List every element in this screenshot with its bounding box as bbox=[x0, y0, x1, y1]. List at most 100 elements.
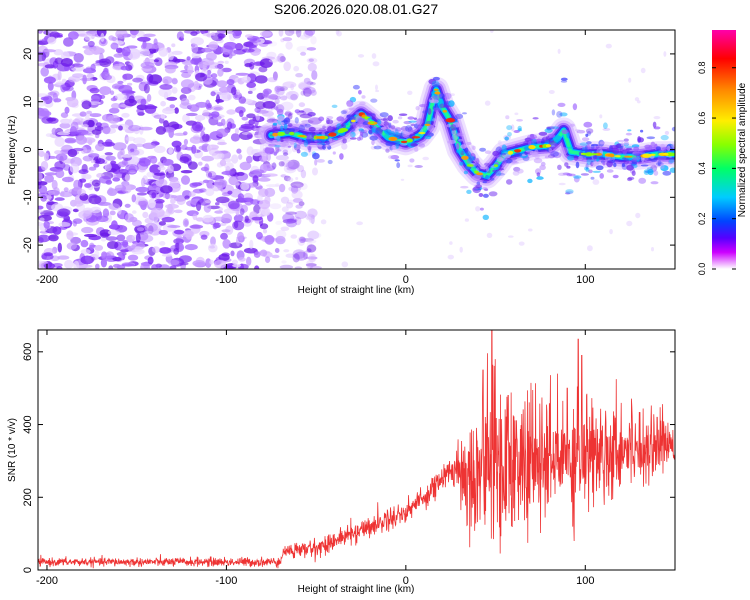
ridge-fuzz bbox=[333, 137, 339, 141]
spectrogram-y-tick-label: 20 bbox=[22, 48, 34, 60]
ridge-fuzz bbox=[496, 157, 504, 162]
noise-blob bbox=[287, 177, 294, 182]
noise-blob bbox=[244, 63, 253, 68]
ridge-fuzz bbox=[529, 134, 537, 140]
noise-blob bbox=[281, 260, 287, 264]
noise-blob bbox=[159, 241, 166, 246]
ridge-hotspot bbox=[445, 118, 456, 123]
noise-blob bbox=[137, 36, 151, 42]
spectrogram-ridge bbox=[258, 76, 675, 220]
snr-x-tick-label: 0 bbox=[403, 575, 409, 587]
noise-blob bbox=[307, 230, 320, 240]
noise-blob bbox=[38, 110, 52, 117]
noise-blob bbox=[158, 221, 166, 226]
noise-blob bbox=[238, 195, 243, 203]
snr-x-axis-label: Height of straight line (km) bbox=[298, 584, 415, 595]
ridge-fuzz bbox=[361, 95, 366, 99]
snr-x-tick-label: 100 bbox=[576, 575, 594, 587]
ridge-fuzz bbox=[485, 166, 489, 172]
noise-blob bbox=[132, 77, 144, 83]
ridge-fuzz bbox=[662, 170, 672, 176]
ridge-fuzz bbox=[561, 129, 569, 135]
noise-blob bbox=[216, 152, 225, 160]
noise-blob bbox=[140, 98, 147, 106]
ridge-fuzz bbox=[482, 214, 489, 220]
spectrogram-noise-blobs bbox=[38, 30, 667, 269]
noise-blob bbox=[99, 58, 112, 68]
noise-blob bbox=[241, 116, 249, 121]
ridge-fuzz bbox=[394, 132, 401, 138]
noise-blob bbox=[221, 170, 236, 176]
noise-blob bbox=[188, 161, 198, 170]
noise-blob bbox=[204, 74, 213, 79]
ridge-fuzz bbox=[331, 104, 338, 109]
ridge-fuzz bbox=[619, 147, 624, 154]
ridge-fuzz bbox=[274, 144, 281, 148]
ridge-fuzz bbox=[303, 140, 308, 147]
ridge-hotspot bbox=[493, 164, 499, 168]
ridge-fuzz bbox=[394, 127, 402, 132]
ridge-fuzz bbox=[627, 129, 632, 132]
noise-blob bbox=[303, 87, 312, 97]
noise-blob bbox=[110, 124, 119, 129]
ridge-fuzz bbox=[451, 129, 457, 136]
ridge-fuzz bbox=[539, 164, 546, 171]
noise-blob bbox=[179, 156, 190, 164]
noise-blob bbox=[138, 48, 151, 57]
ridge-fuzz bbox=[603, 122, 608, 129]
noise-blob bbox=[44, 172, 57, 176]
ridge-fuzz bbox=[585, 163, 589, 169]
noise-blob bbox=[79, 111, 87, 117]
ridge-fuzz bbox=[385, 148, 390, 153]
ridge-fuzz bbox=[328, 138, 333, 142]
noise-blob bbox=[168, 147, 174, 154]
noise-blob bbox=[107, 230, 120, 235]
ridge-fuzz bbox=[321, 131, 325, 136]
noise-blob bbox=[38, 172, 43, 182]
noise-blob bbox=[252, 175, 259, 183]
ridge-fuzz bbox=[560, 147, 569, 155]
noise-blob bbox=[101, 252, 112, 261]
noise-blob bbox=[171, 50, 183, 56]
snr-frame bbox=[37, 329, 676, 571]
ridge-fuzz bbox=[575, 161, 580, 169]
noise-blob bbox=[292, 253, 300, 263]
noise-blob bbox=[178, 241, 183, 251]
noise-blob bbox=[115, 47, 123, 53]
noise-blob bbox=[257, 194, 263, 202]
ridge-fuzz bbox=[612, 148, 620, 155]
noise-blob bbox=[295, 177, 299, 180]
noise-blob bbox=[138, 158, 151, 167]
noise-blob bbox=[202, 109, 210, 117]
noise-blob bbox=[158, 117, 165, 124]
noise-blob bbox=[99, 175, 111, 184]
noise-blob bbox=[199, 188, 207, 193]
noise-blob bbox=[125, 136, 136, 142]
noise-blob bbox=[44, 64, 55, 69]
ridge-hotspot bbox=[370, 121, 375, 125]
noise-blob bbox=[592, 179, 600, 185]
ridge-fuzz bbox=[349, 137, 357, 140]
noise-blob bbox=[212, 223, 218, 230]
noise-blob bbox=[161, 253, 173, 257]
noise-blob bbox=[293, 65, 300, 72]
noise-blob bbox=[259, 249, 268, 257]
noise-blob bbox=[48, 234, 59, 242]
noise-blob bbox=[128, 95, 135, 104]
ridge-fuzz bbox=[627, 177, 633, 182]
noise-blob bbox=[64, 259, 74, 269]
ridge-fuzz bbox=[513, 166, 521, 172]
noise-blob bbox=[306, 81, 314, 85]
noise-blob bbox=[124, 213, 134, 223]
noise-blob bbox=[184, 244, 198, 251]
noise-blob bbox=[38, 234, 51, 243]
noise-blob bbox=[45, 133, 53, 138]
ridge-fuzz bbox=[368, 129, 373, 134]
ridge-fuzz bbox=[640, 129, 644, 133]
noise-blob bbox=[95, 263, 100, 269]
ridge-fuzz bbox=[566, 165, 571, 169]
snr-y-tick-label: 400 bbox=[22, 415, 34, 433]
noise-blob bbox=[124, 203, 131, 208]
ridge-fuzz bbox=[348, 107, 356, 111]
noise-blob bbox=[84, 233, 98, 238]
